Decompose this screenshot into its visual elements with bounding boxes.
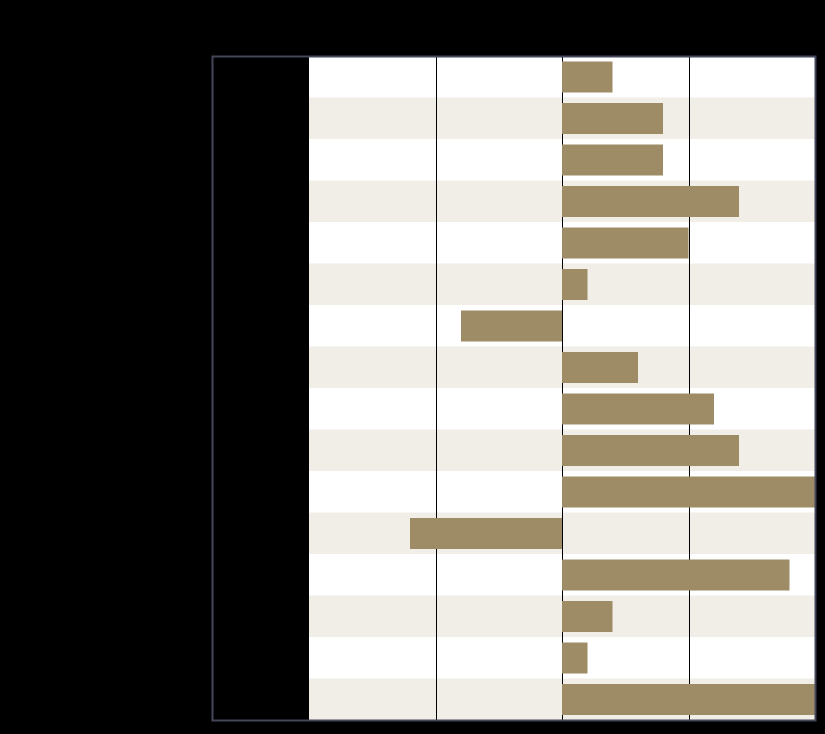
bar [562, 268, 588, 300]
bar [562, 683, 815, 715]
bar [562, 434, 740, 466]
bars [410, 61, 815, 715]
bar [562, 351, 638, 383]
bar [562, 102, 664, 134]
plot-frame [211, 55, 817, 722]
bar [562, 185, 740, 217]
bar [562, 600, 613, 632]
bar [460, 310, 562, 342]
bar [562, 227, 689, 259]
category-label-column [212, 56, 309, 720]
bar [562, 476, 815, 508]
bar [562, 393, 714, 425]
bar [562, 642, 588, 674]
bar [410, 517, 562, 549]
bar [562, 61, 613, 93]
bar [562, 144, 664, 176]
bar [562, 559, 790, 591]
